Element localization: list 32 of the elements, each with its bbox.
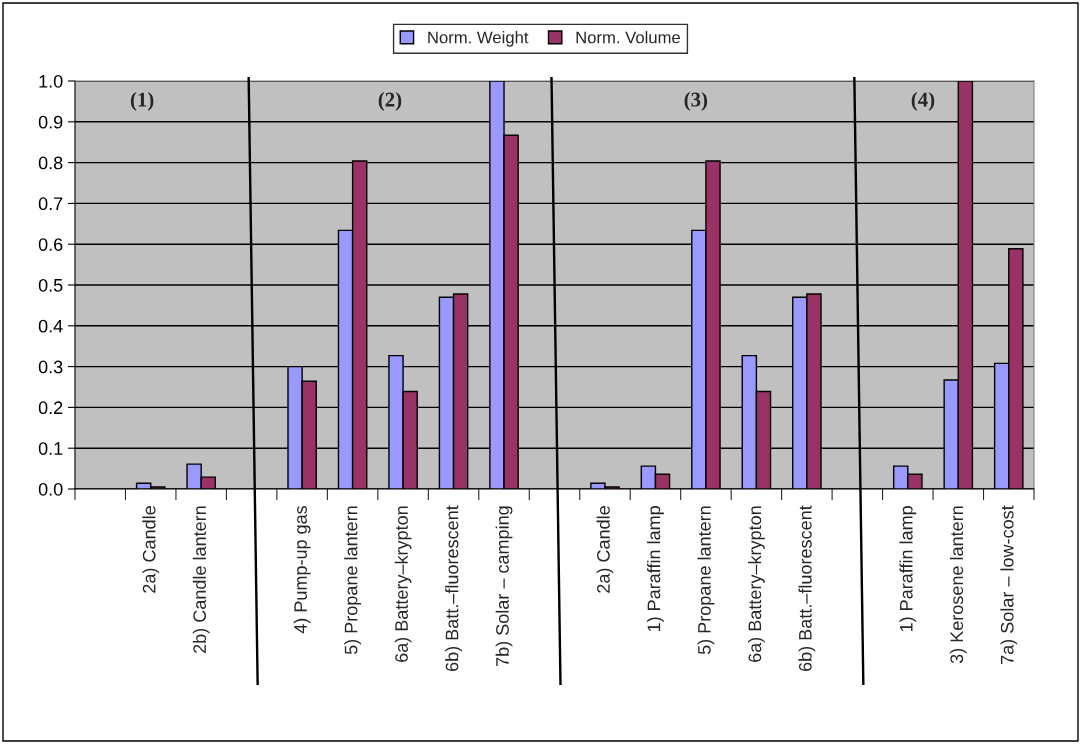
x-tick-label: 6b) Batt.–fluorescent — [445, 505, 462, 671]
x-tick-label: 7b) Solar – camping — [495, 506, 513, 666]
x-tick-label: 2a) Candle — [596, 506, 614, 593]
x-tick-label: 4) Pump-up gas — [293, 505, 311, 634]
y-tick-label: 0.6 — [38, 238, 63, 251]
y-tick-label: 0.9 — [38, 115, 63, 129]
y-tick-label: 0.2 — [38, 401, 63, 415]
y-tick-label: 0.8 — [38, 156, 63, 170]
x-tick-label: 5) Propane lantern — [344, 506, 362, 655]
x-tick-label: 6a) Battery–krypton — [747, 506, 765, 662]
y-tick-label: 0.7 — [38, 197, 63, 211]
annotation: (1) — [130, 91, 154, 111]
x-tick-label: 2b) Candle lantern — [192, 506, 210, 653]
y-tick-label: 0.4 — [38, 319, 63, 333]
legend-label: Norm. Weight — [428, 31, 529, 47]
annotation: (2) — [378, 91, 402, 111]
x-tick-label: 7a) Solar – low-cost — [1000, 505, 1018, 664]
x-tick-label: 5) Propane lantern — [697, 506, 715, 655]
y-tick-label: 0.0 — [38, 482, 63, 496]
x-tick-label: 6b) Batt.–fluorescent — [798, 505, 816, 671]
y-tick-label: 0.3 — [38, 360, 63, 374]
x-tick-label: 2a) Candle — [142, 506, 160, 593]
y-tick-label: 1.0 — [39, 74, 63, 88]
x-tick-label: 6a) Battery–krypton — [394, 506, 412, 662]
y-tick-label: 0.5 — [38, 278, 63, 292]
annotation: (4) — [911, 91, 935, 111]
x-tick-label: 3) Kerosene lantern — [949, 506, 967, 664]
x-tick-label: 1) Paraffin lamp — [899, 506, 917, 632]
x-tick-label: 1) Paraffin lamp — [647, 506, 664, 632]
annotation: (3) — [684, 91, 708, 111]
y-tick-label: 0.1 — [38, 442, 63, 455]
legend-label: Norm. Volume — [576, 31, 681, 44]
